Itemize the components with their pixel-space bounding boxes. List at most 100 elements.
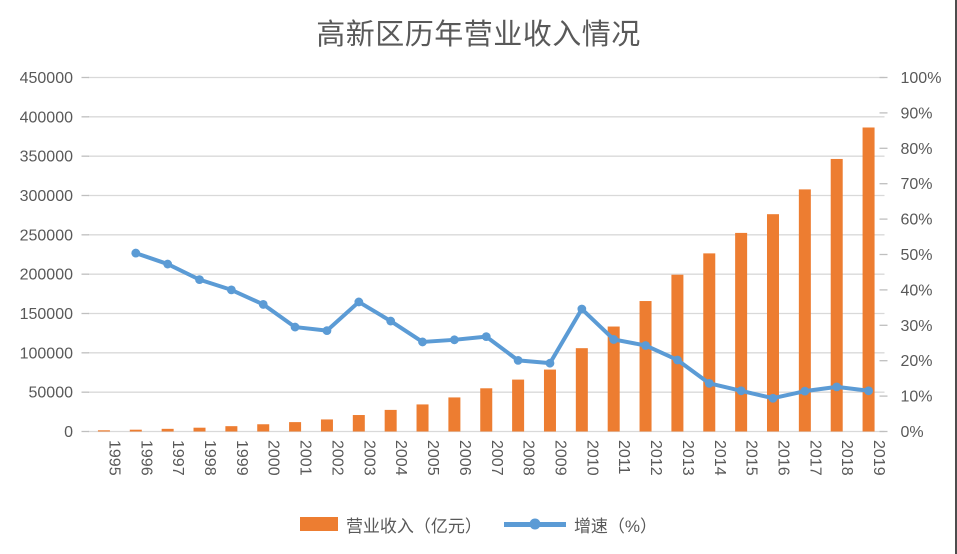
growth-marker [577,304,587,314]
revenue-bar-2007 [480,388,493,432]
screenshot-right-border [955,0,957,554]
revenue-bar-2002 [320,419,333,432]
growth-marker [131,248,141,258]
legend-growth-marker-icon [529,518,541,530]
y-axis-label-left: 200000 [20,267,73,284]
revenue-bar-2013 [671,274,684,432]
y-axis-label-left: 100000 [20,345,73,362]
legend: 营业收入（亿元） 增速（%） [0,510,957,538]
revenue-bar-2019 [862,127,875,432]
revenue-bar-2018 [830,158,843,432]
y-axis-label-right: 10% [901,389,933,406]
x-axis-label-1996: 1996 [137,440,154,476]
growth-marker [226,285,236,295]
x-axis-label-1998: 1998 [201,440,218,476]
revenue-bar-1999 [225,426,238,432]
growth-marker [481,332,491,342]
x-axis-label-2010: 2010 [583,440,600,476]
revenue-bar-2012 [639,301,652,432]
revenue-bar-2000 [257,424,270,432]
revenue-bar-2005 [416,404,429,432]
legend-growth-swatch [503,518,566,530]
y-axis-label-left: 350000 [20,149,73,166]
y-axis-label-right: 70% [901,176,933,193]
x-axis-label-2011: 2011 [615,440,632,475]
revenue-bar-2015 [735,232,748,432]
revenue-bar-2010 [575,348,588,432]
legend-revenue-label: 营业收入（亿元） [345,516,482,536]
growth-marker [800,386,810,396]
chart-canvas: 0 50000 100000 150000 200000 250000 300000 3500… [20,70,942,476]
x-axis-label-2012: 2012 [647,440,664,476]
y-axis-label-right: 90% [901,105,933,122]
x-axis-label-2013: 2013 [679,440,696,476]
growth-marker [386,316,396,326]
growth-marker [545,358,555,368]
x-axis-label-2014: 2014 [711,440,728,476]
growth-marker [704,378,714,388]
revenue-bar-2016 [766,214,779,432]
revenue-bar-2008 [512,379,525,432]
x-axis-label-2019: 2019 [870,440,887,476]
x-axis-label-2000: 2000 [265,440,282,476]
y-axis-label-right: 20% [901,353,933,370]
growth-marker [449,335,459,345]
y-axis-label-right: 60% [901,212,933,229]
x-axis-label-2008: 2008 [520,440,537,476]
growth-marker [163,259,173,269]
y-axis-label-left: 250000 [20,227,73,244]
x-axis-label-2009: 2009 [551,440,568,476]
x-axis-label-2004: 2004 [392,440,409,476]
legend-revenue-swatch [299,517,338,531]
growth-marker [768,393,778,403]
y-axis-label-left: 150000 [20,306,73,323]
growth-marker [609,335,619,344]
chart-title: 高新区历年营业收入情况 [316,19,641,51]
growth-marker [195,275,204,285]
revenue-bar-2011 [607,326,620,432]
revenue-bar-2001 [289,422,302,432]
growth-marker [832,382,842,392]
x-axis-label-2001: 2001 [297,440,314,476]
revenue-bar-1996 [129,429,142,432]
x-axis-label-2003: 2003 [360,440,377,476]
y-axis-label-right: 40% [901,282,933,299]
revenue-bar-2017 [798,189,811,432]
x-axis-label-2018: 2018 [838,440,855,476]
y-axis-label-right: 0% [901,424,924,441]
x-axis-label-2005: 2005 [424,440,441,476]
growth-marker [673,355,682,365]
x-axis-label-1999: 1999 [233,440,250,476]
y-axis-label-left: 450000 [20,70,73,87]
growth-marker [258,300,268,309]
revenue-bar-1997 [161,428,174,432]
growth-marker [513,355,523,365]
x-axis-label-1997: 1997 [169,440,186,476]
revenue-bar-1995 [97,430,110,432]
legend-growth-label: 增速（%） [573,516,658,536]
x-axis-label-1995: 1995 [105,440,122,476]
x-axis-label-2002: 2002 [328,440,345,476]
x-axis-label-2015: 2015 [743,440,760,476]
y-axis-label-left: 300000 [20,188,73,205]
growth-marker [418,337,427,347]
revenue-bar-2004 [384,409,397,432]
revenue-bar-2006 [448,397,461,432]
y-axis-label-left: 0 [64,424,73,441]
y-axis-label-right: 50% [901,247,933,264]
growth-line [133,251,871,401]
growth-marker [736,386,746,396]
growth-marker [322,326,332,336]
y-axis-label-right: 100% [901,70,942,87]
y-axis-label-right: 80% [901,141,933,158]
revenue-bar-2014 [703,253,716,432]
revenue-bar-1998 [193,427,206,432]
growth-marker [864,386,873,396]
revenue-bar-2009 [543,369,556,432]
y-axis-label-left: 400000 [20,109,73,126]
x-axis-label-2006: 2006 [456,440,473,476]
x-axis-label-2017: 2017 [806,440,823,476]
growth-marker [354,297,364,307]
growth-marker [641,341,650,350]
